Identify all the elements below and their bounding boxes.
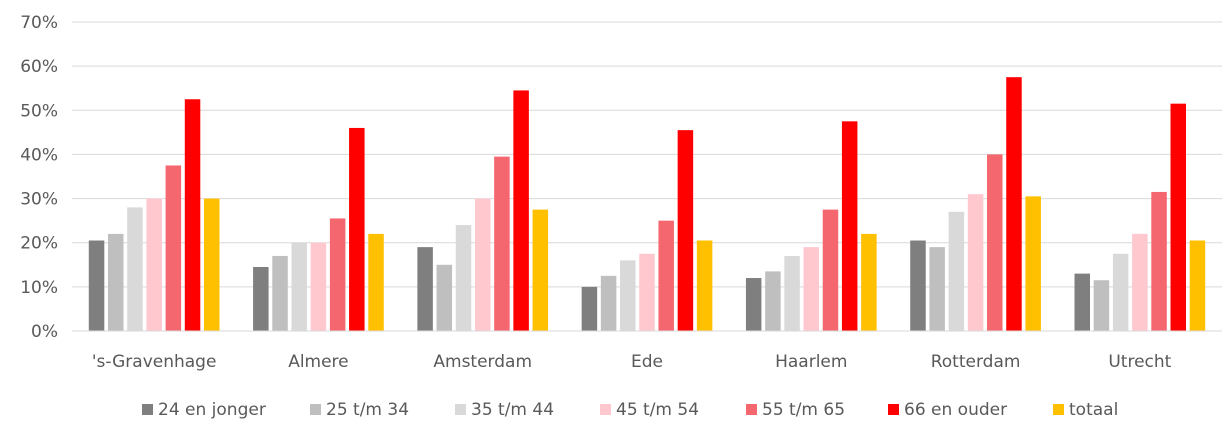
bar <box>696 240 713 331</box>
y-tick-label: 40% <box>20 145 58 165</box>
bar <box>291 242 307 331</box>
bar <box>310 242 327 331</box>
gridlines <box>72 21 1222 288</box>
bar <box>620 260 636 331</box>
legend: 24 en jonger 25 t/m 34 35 t/m 44 45 t/m 54 5… <box>142 400 1118 420</box>
legend-label: 55 t/m 65 <box>762 400 845 420</box>
bar <box>803 247 820 331</box>
y-tick-label: 50% <box>20 101 58 121</box>
y-tick-label: 60% <box>20 57 58 77</box>
bar <box>861 233 877 331</box>
bar <box>165 165 182 331</box>
bar <box>987 154 1003 331</box>
legend-label: 24 en jonger <box>158 400 266 420</box>
bar <box>253 266 269 331</box>
bar <box>784 255 800 331</box>
bar <box>639 253 655 331</box>
category-label: 's-Gravenhage <box>92 352 217 372</box>
legend-swatch <box>455 404 466 415</box>
bar <box>1170 103 1187 332</box>
legend-swatch <box>310 404 321 415</box>
bar <box>841 121 858 331</box>
bar <box>532 209 549 331</box>
category-label: Rotterdam <box>931 352 1021 372</box>
bar <box>368 233 384 331</box>
bar <box>1189 240 1206 331</box>
legend-swatch <box>888 404 899 415</box>
y-tick-label: 0% <box>31 322 58 342</box>
bar <box>910 240 926 331</box>
legend-swatch <box>142 404 153 415</box>
y-axis-ticks: 0% 10% 20% 30% 40% 50% 60% 70% <box>20 13 58 342</box>
bar <box>146 198 162 331</box>
legend-swatch <box>746 404 757 415</box>
bar <box>765 271 781 331</box>
legend-label: 45 t/m 54 <box>616 400 699 420</box>
bar <box>127 207 143 331</box>
bar <box>436 264 453 331</box>
bar <box>1074 273 1091 331</box>
bar <box>929 247 945 331</box>
bar <box>1132 233 1148 331</box>
bar <box>513 90 529 332</box>
y-tick-label: 10% <box>20 278 58 298</box>
bar <box>1006 77 1022 331</box>
y-tick-label: 30% <box>20 190 58 210</box>
bar <box>1151 191 1167 331</box>
bar <box>967 194 984 331</box>
bar <box>822 209 839 331</box>
y-tick-label: 70% <box>20 13 58 33</box>
bar <box>417 247 433 331</box>
category-label: Amsterdam <box>433 352 532 372</box>
bar <box>329 218 346 331</box>
bar <box>88 240 105 331</box>
category-label: Ede <box>631 352 663 372</box>
category-label: Haarlem <box>775 352 847 372</box>
bar <box>272 255 288 331</box>
legend-label: 35 t/m 44 <box>471 400 554 420</box>
bar <box>474 198 491 331</box>
bar <box>203 198 220 331</box>
category-label: Utrecht <box>1108 352 1171 372</box>
y-tick-label: 20% <box>20 234 58 254</box>
bar <box>184 99 201 331</box>
bar <box>581 286 598 331</box>
bar <box>677 130 694 331</box>
bar <box>600 275 617 331</box>
bar <box>1025 196 1041 331</box>
legend-swatch <box>600 404 611 415</box>
bar <box>1112 253 1129 331</box>
legend-label: 25 t/m 34 <box>326 400 409 420</box>
bar <box>658 220 674 331</box>
bar <box>107 233 124 331</box>
bar <box>745 278 762 331</box>
bars <box>88 77 1206 332</box>
bar <box>349 127 365 331</box>
legend-label: 66 en ouder <box>904 400 1007 420</box>
legend-label: totaal <box>1069 400 1118 420</box>
bar <box>455 225 472 331</box>
bar <box>948 211 965 331</box>
x-axis-categories: 's-Gravenhage Almere Amsterdam Ede Haarlem Ro… <box>92 352 1172 372</box>
legend-swatch <box>1053 404 1064 415</box>
bar <box>1093 280 1110 331</box>
category-label: Almere <box>288 352 348 372</box>
bar <box>494 156 510 331</box>
